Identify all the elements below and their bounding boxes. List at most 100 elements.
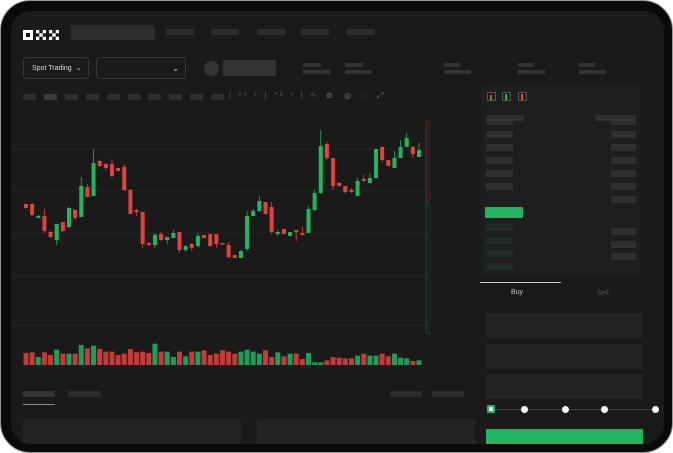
- candle: [380, 147, 385, 160]
- candlestick-chart[interactable]: [11, 101, 431, 376]
- interval-button[interactable]: [148, 94, 161, 100]
- candle: [257, 201, 262, 211]
- candle: [355, 181, 360, 196]
- candle: [128, 190, 133, 214]
- book-price[interactable]: [486, 263, 513, 270]
- volume-bar: [84, 348, 90, 365]
- book-price[interactable]: [486, 170, 513, 177]
- interval-button[interactable]: [211, 94, 224, 100]
- candle: [66, 208, 71, 227]
- book-size: [611, 196, 636, 203]
- nav-item[interactable]: [257, 29, 286, 35]
- candle: [269, 207, 274, 232]
- book-price[interactable]: [486, 237, 513, 244]
- orders-tab[interactable]: [23, 391, 55, 397]
- book-size: [611, 241, 636, 248]
- volume-bar: [97, 349, 103, 365]
- slider-step-75[interactable]: [601, 406, 608, 413]
- total-input[interactable]: [486, 374, 643, 399]
- candle: [36, 216, 41, 218]
- volume-bar: [207, 355, 213, 365]
- okx-logo[interactable]: [23, 27, 59, 40]
- candle: [48, 232, 53, 237]
- fullscreen-icon[interactable]: ⤢: [377, 91, 384, 100]
- nav-item[interactable]: [211, 29, 239, 35]
- depth-chart: [425, 120, 431, 334]
- book-price[interactable]: [486, 250, 513, 257]
- candle: [79, 186, 84, 217]
- book-price[interactable]: [486, 183, 513, 190]
- chevron-down-icon: ⌄: [172, 63, 179, 73]
- coin-icon: [204, 61, 219, 76]
- volume-bar: [201, 350, 207, 365]
- nav-item[interactable]: [301, 29, 329, 35]
- interval-button[interactable]: [65, 94, 78, 100]
- book-price[interactable]: [486, 224, 513, 231]
- pair-dropdown[interactable]: ⌄: [96, 57, 186, 79]
- volume-bar: [324, 360, 330, 365]
- volume-bar: [164, 351, 170, 365]
- screenshot-icon[interactable]: ◌: [361, 91, 366, 100]
- slider-step-50[interactable]: [562, 406, 569, 413]
- slider-step-25[interactable]: [521, 406, 528, 413]
- nav-item[interactable]: [346, 29, 375, 35]
- price-input[interactable]: [486, 313, 643, 338]
- tab-sell[interactable]: Sell: [597, 290, 609, 297]
- interval-button[interactable]: [44, 94, 57, 100]
- volume-bar: [121, 353, 127, 365]
- book-size: [611, 157, 636, 164]
- depth-asks: [425, 120, 431, 202]
- settings-icon[interactable]: ◎: [344, 91, 351, 100]
- history-tab[interactable]: [68, 391, 101, 397]
- candle: [140, 212, 145, 244]
- interval-button[interactable]: [169, 94, 182, 100]
- nav-item[interactable]: [166, 29, 194, 35]
- candle: [417, 150, 421, 157]
- slider-step-0[interactable]: [487, 405, 495, 413]
- book-size: [611, 253, 636, 260]
- volume-bar: [134, 352, 140, 365]
- book-size: [611, 144, 636, 151]
- candle: [226, 245, 231, 257]
- slider-step-100[interactable]: [652, 406, 659, 413]
- leverage-slider-track[interactable]: [491, 409, 656, 410]
- search-bar[interactable]: [71, 25, 155, 40]
- candle: [312, 193, 317, 210]
- candle: [152, 235, 157, 245]
- book-price[interactable]: [486, 144, 513, 151]
- volume-bar: [140, 351, 146, 365]
- interval-button[interactable]: [86, 94, 99, 100]
- candle: [392, 158, 397, 168]
- app-screen: Spot Trading ⌄ ⌄ | ᵛᵛ ᵛ | ⁰ᵖ ᵛ | ∿ ⊘ ◎ ◌…: [11, 11, 664, 444]
- book-size: [611, 183, 636, 190]
- tab-buy[interactable]: Buy: [511, 289, 524, 296]
- candle: [300, 233, 305, 235]
- book-view-asks-icon[interactable]: [518, 92, 527, 101]
- spot-trading-dropdown[interactable]: Spot Trading ⌄: [23, 57, 89, 79]
- tab-underline: [23, 404, 55, 405]
- interval-button[interactable]: [128, 94, 141, 100]
- spot-trading-label: Spot Trading: [32, 64, 72, 72]
- interval-button[interactable]: [107, 94, 120, 100]
- volume-bar: [103, 351, 109, 365]
- volume-bar: [29, 352, 35, 365]
- filter-button[interactable]: [390, 391, 422, 397]
- draw-icon[interactable]: ⊘: [326, 91, 333, 100]
- buy-button[interactable]: [486, 429, 643, 444]
- book-view-both-icon[interactable]: [487, 92, 496, 101]
- interval-button[interactable]: [23, 94, 36, 100]
- filter-button[interactable]: [432, 391, 464, 397]
- stat-label: [579, 63, 595, 67]
- book-price[interactable]: [486, 157, 513, 164]
- volume-bar: [404, 358, 410, 365]
- book-price[interactable]: [486, 118, 513, 125]
- volume-bar: [336, 357, 342, 365]
- volume-bar: [66, 353, 72, 365]
- volume-bar: [250, 351, 256, 365]
- indicator-tools[interactable]: | ᵛᵛ ᵛ | ⁰ᵖ ᵛ | ∿: [229, 92, 320, 99]
- candle: [245, 216, 250, 249]
- book-price[interactable]: [486, 131, 513, 138]
- interval-button[interactable]: [190, 94, 203, 100]
- book-view-bids-icon[interactable]: [502, 92, 511, 101]
- amount-input[interactable]: [486, 344, 643, 369]
